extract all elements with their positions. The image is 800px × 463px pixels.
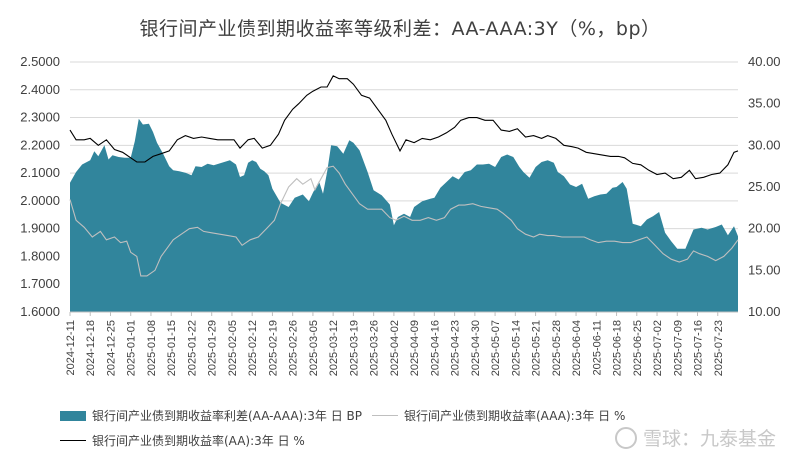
x-tick-label: 2025-03-26 bbox=[369, 320, 381, 376]
series-line-aa bbox=[69, 75, 739, 180]
x-tick-label: 2025-02-26 bbox=[288, 320, 300, 376]
left-tick-label: 2.2000 bbox=[20, 137, 60, 152]
legend-item-aa: 银行间产业债到期收益率(AA):3年 日 % bbox=[60, 432, 305, 449]
x-tick-label: 2025-06-18 bbox=[612, 320, 624, 376]
left-tick-label: 1.9000 bbox=[20, 221, 60, 236]
snowball-logo-icon bbox=[614, 426, 637, 449]
x-tick-label: 2025-04-02 bbox=[389, 320, 401, 376]
right-tick-label: 20.00 bbox=[748, 221, 781, 236]
left-tick-label: 2.4000 bbox=[20, 82, 60, 97]
x-tick-label: 2025-04-30 bbox=[470, 320, 482, 376]
legend-swatch-aaa bbox=[372, 415, 398, 416]
watermark: 雪球：九泰基金 bbox=[614, 424, 776, 451]
legend-item-aaa: 银行间产业债到期收益率(AAA):3年 日 % bbox=[372, 407, 625, 424]
x-tick-label: 2025-03-19 bbox=[348, 320, 360, 376]
x-tick-label: 2025-07-23 bbox=[713, 320, 725, 376]
x-tick-label: 2025-05-14 bbox=[510, 320, 522, 376]
x-tick-label: 2025-07-16 bbox=[693, 320, 705, 376]
left-tick-label: 1.8000 bbox=[20, 248, 60, 263]
x-tick-label: 2025-01-01 bbox=[126, 320, 138, 376]
x-tick-label: 2025-04-16 bbox=[429, 320, 441, 376]
legend-swatch-aa bbox=[60, 440, 86, 441]
series-line-aaa bbox=[69, 165, 739, 277]
right-tick-label: 15.00 bbox=[748, 262, 781, 277]
x-tick-label: 2025-04-09 bbox=[409, 320, 421, 376]
x-tick-label: 2025-06-25 bbox=[632, 320, 644, 376]
x-tick-label: 2025-06-11 bbox=[591, 320, 603, 375]
axes-layer: 1.6000 1.7000 1.8000 1.9000 2.0000 2.1000 2.20… bbox=[20, 54, 780, 376]
watermark-text: 雪球：九泰基金 bbox=[642, 428, 776, 450]
series-area-spread bbox=[70, 118, 738, 312]
x-tick-label: 2025-05-07 bbox=[490, 320, 502, 376]
right-tick-label: 10.00 bbox=[748, 304, 781, 319]
x-tick-label: 2025-05-28 bbox=[551, 320, 563, 376]
x-tick-label: 2025-06-04 bbox=[571, 320, 583, 376]
x-tick-label: 2025-01-08 bbox=[146, 320, 158, 376]
legend-label-spread: 银行间产业债到期收益率利差(AA-AAA):3年 日 BP bbox=[92, 409, 362, 423]
left-tick-label: 2.1000 bbox=[20, 165, 60, 180]
spread-area-layer bbox=[70, 118, 738, 312]
left-tick-label: 2.5000 bbox=[20, 54, 60, 69]
legend: 银行间产业债到期收益率利差(AA-AAA):3年 日 BP 银行间产业债到期收益… bbox=[60, 403, 760, 453]
x-tick-label: 2025-02-12 bbox=[247, 320, 259, 376]
x-tick-label: 2024-12-25 bbox=[105, 320, 117, 376]
x-tick-label: 2025-01-22 bbox=[186, 320, 198, 376]
legend-label-aa: 银行间产业债到期收益率(AA):3年 日 % bbox=[92, 434, 305, 448]
x-tick-label: 2025-07-02 bbox=[652, 320, 664, 376]
x-tick-label: 2024-12-11 bbox=[65, 320, 77, 375]
left-tick-label: 2.0000 bbox=[20, 193, 60, 208]
right-tick-label: 30.00 bbox=[748, 137, 781, 152]
right-tick-label: 25.00 bbox=[748, 179, 781, 194]
x-tick-label: 2025-02-19 bbox=[267, 320, 279, 376]
left-tick-label: 1.7000 bbox=[20, 276, 60, 291]
series-lines-layer bbox=[69, 75, 739, 277]
right-tick-label: 40.00 bbox=[748, 54, 781, 69]
legend-label-aaa: 银行间产业债到期收益率(AAA):3年 日 % bbox=[404, 409, 626, 423]
legend-item-spread: 银行间产业债到期收益率利差(AA-AAA):3年 日 BP bbox=[60, 407, 362, 424]
x-tick-label: 2025-02-05 bbox=[227, 320, 239, 376]
x-tick-label: 2025-03-05 bbox=[308, 320, 320, 376]
left-tick-label: 1.6000 bbox=[20, 304, 60, 319]
x-tick-label: 2025-01-15 bbox=[166, 320, 178, 376]
x-tick-label: 2024-12-18 bbox=[85, 320, 97, 376]
x-tick-label: 2025-07-09 bbox=[672, 320, 684, 376]
right-tick-label: 35.00 bbox=[748, 96, 781, 111]
legend-swatch-spread bbox=[60, 410, 86, 421]
left-tick-label: 2.3000 bbox=[20, 110, 60, 125]
x-tick-label: 2025-03-12 bbox=[328, 320, 340, 376]
x-tick-label: 2025-01-29 bbox=[207, 320, 219, 376]
x-tick-label: 2025-04-23 bbox=[450, 320, 462, 376]
chart-title: 银行间产业债到期收益率等级利差：AA-AAA:3Y（%，bp） bbox=[139, 18, 661, 40]
x-tick-label: 2025-05-21 bbox=[531, 320, 543, 376]
